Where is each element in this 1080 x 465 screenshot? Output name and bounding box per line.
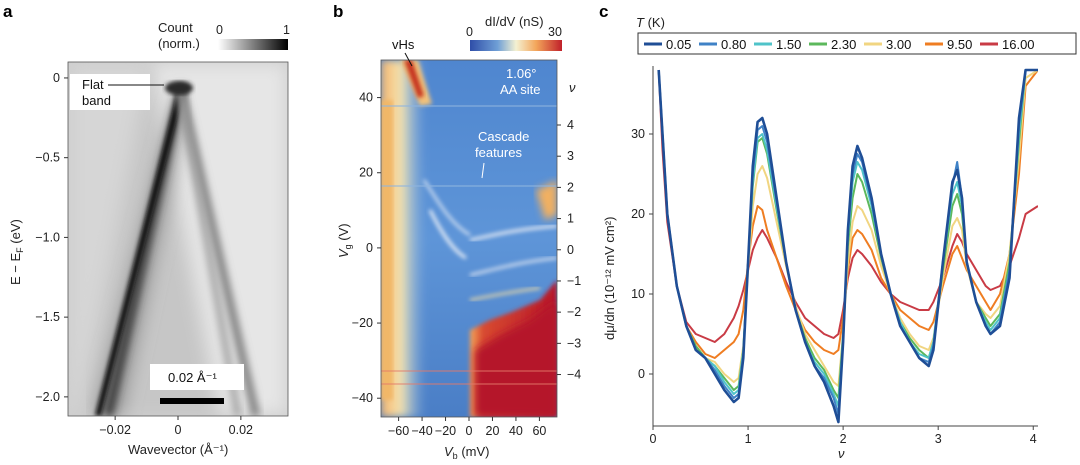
right-tick-label-b: 4 [567,118,574,132]
right-tick-label-b: 3 [567,149,574,163]
x-tick-label-b: 40 [509,424,523,438]
vhs-pointer [404,52,413,67]
colorbar-b-title: dI/dV (nS) [485,14,544,29]
x-tick-label-a: −0.02 [99,423,131,437]
flat-band-label-box [70,74,150,110]
y-tick-label-c: 30 [631,127,645,141]
x-tick-label-c: 4 [1030,432,1037,446]
legend-label-0.80: 0.80 [721,37,746,52]
right-tick-label-b: 1 [567,212,574,226]
legend-label-3.00: 3.00 [886,37,911,52]
legend-title: T (K) [636,15,665,30]
legend-label-9.50: 9.50 [947,37,972,52]
x-tick-label-a: 0 [175,423,182,437]
cascade-label-2: features [475,145,522,160]
y-tick-label-b: 0 [366,241,373,255]
legend-label-0.05: 0.05 [666,37,691,52]
right-tick-label-b: −3 [567,336,581,350]
y-tick-label-a: −2.0 [35,390,60,404]
x-tick-label-c: 1 [745,432,752,446]
series-line-0.05 [657,68,1038,424]
right-tick-label-b: −2 [567,305,581,319]
vhs-label: vHs [392,37,415,52]
panel-a: a Count (norm.) 0 1 Flat band 0.02 Å⁻¹ [3,2,290,457]
colorbar-a-gradient [218,39,288,50]
y-tick-label-a: −1.5 [35,310,60,324]
scale-bar-box [150,364,244,390]
y-tick-label-c: 10 [631,287,645,301]
colorbar-a-max: 1 [283,23,290,37]
colorbar-a-min: 0 [216,23,223,37]
colorbar-a-subtitle: (norm.) [158,36,200,51]
x-tick-label-c: 2 [840,432,847,446]
right-tick-label-b: −1 [567,274,581,288]
y-tick-label-c: 0 [638,367,645,381]
panel-b: b dI/dV (nS) 0 30 vHs 1. [333,2,581,461]
x-axis-label-a: Wavevector (Å⁻¹) [128,442,228,457]
panel-b-letter: b [333,2,343,21]
y-axis-label-b: Vg (V) [336,223,353,258]
legend-label-1.50: 1.50 [776,37,801,52]
x-tick-label-b: 60 [532,424,546,438]
scale-bar [160,398,224,404]
x-tick-label-b: 20 [486,424,500,438]
x-tick-label-b: 0 [466,424,473,438]
right-tick-label-b: 2 [567,180,574,194]
x-tick-label-b: −60 [388,424,409,438]
right-tick-label-b: −4 [567,368,581,382]
y-tick-label-a: 0 [53,71,60,85]
y-tick-label-b: −40 [352,391,373,405]
legend-label-16.00: 16.00 [1002,37,1035,52]
y-tick-label-b: 40 [359,91,373,105]
right-axis-label-b: ν [569,80,576,95]
legend-label-2.30: 2.30 [831,37,856,52]
colorbar-b-max: 30 [548,25,562,39]
x-tick-label-a: 0.02 [229,423,253,437]
series-line-16.00 [657,69,1038,343]
flat-band-label-2: band [82,93,111,108]
right-tick-label-b: 0 [567,243,574,257]
x-tick-label-c: 3 [935,432,942,446]
y-tick-label-c: 20 [631,207,645,221]
scale-bar-label: 0.02 Å⁻¹ [168,370,217,385]
panel-c-letter: c [599,2,608,21]
x-tick-label-c: 0 [650,432,657,446]
twist-angle-label: 1.06° [506,66,537,81]
y-tick-label-a: −1.0 [35,230,60,244]
legend-box [637,32,1077,55]
x-axis-label-b: Vb (mV) [444,444,489,461]
panel-c: c T (K) 0.05 0.80 1.50 2.30 3.00 9.50 16.00 0 1… [599,2,1077,461]
y-tick-label-a: −0.5 [35,151,60,165]
colorbar-b-min: 0 [466,25,473,39]
colorbar-b-gradient [470,40,562,51]
aa-site-label: AA site [500,82,540,97]
x-axis-label-c: ν [838,446,845,461]
y-tick-label-b: −20 [352,316,373,330]
colorbar-a-title: Count [158,20,193,35]
y-axis-label-c: dμ/dn (10⁻¹² mV cm²) [602,217,617,340]
cascade-label-1: Cascade [478,129,529,144]
x-tick-label-b: −40 [411,424,432,438]
y-tick-label-b: 20 [359,166,373,180]
flat-band-label-1: Flat [82,77,104,92]
cascade-pointer [481,162,485,179]
y-axis-label-a: E − EF (eV) [8,219,25,285]
panel-a-letter: a [3,2,13,21]
x-tick-label-b: −20 [435,424,456,438]
